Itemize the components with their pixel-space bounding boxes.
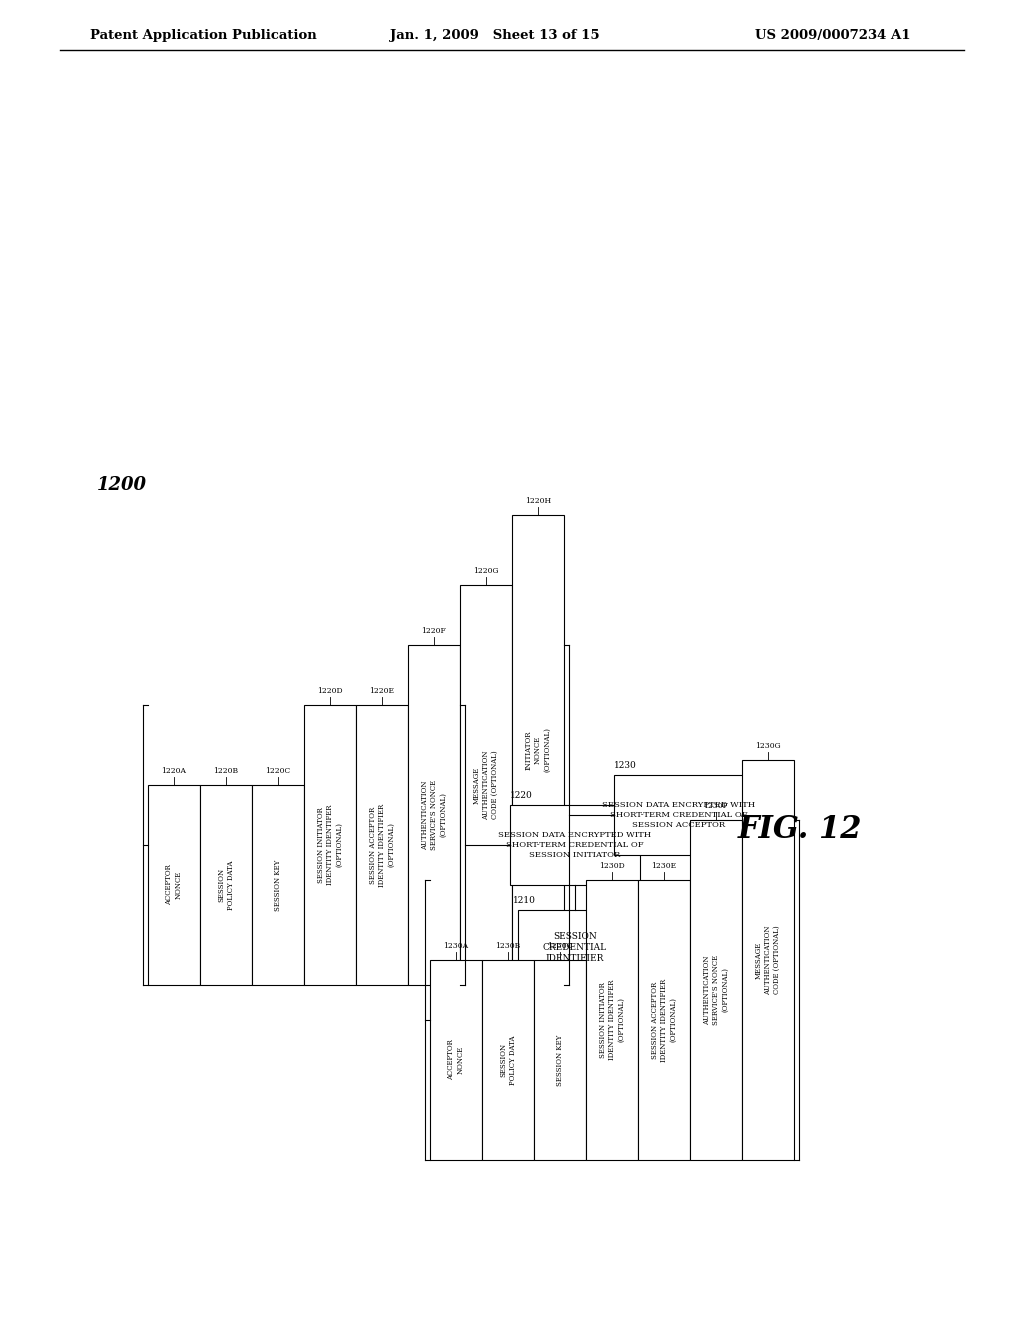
Text: 1220F: 1220F — [422, 627, 446, 635]
Text: SESSION
POLICY DATA: SESSION POLICY DATA — [500, 1035, 516, 1085]
Bar — [512, 515, 564, 985]
Text: Jan. 1, 2009   Sheet 13 of 15: Jan. 1, 2009 Sheet 13 of 15 — [390, 29, 600, 41]
Text: SESSION
POLICY DATA: SESSION POLICY DATA — [217, 861, 234, 909]
Bar — [304, 705, 356, 985]
Text: AUTHENTICATION
SERVICE'S NONCE
(OPTIONAL): AUTHENTICATION SERVICE'S NONCE (OPTIONAL… — [421, 780, 447, 850]
Bar — [356, 705, 408, 985]
Text: SESSION KEY: SESSION KEY — [274, 859, 282, 911]
Text: SESSION INITIATOR
IDENTITY IDENTIFER
(OPTIONAL): SESSION INITIATOR IDENTITY IDENTIFER (OP… — [599, 979, 626, 1060]
Text: SESSION
CREDENTIAL
IDENTIFIER: SESSION CREDENTIAL IDENTIFIER — [543, 932, 607, 964]
Text: US 2009/0007234 A1: US 2009/0007234 A1 — [755, 29, 910, 41]
Bar — [148, 785, 200, 985]
Bar — [534, 960, 586, 1160]
Bar — [614, 775, 744, 855]
Bar — [742, 760, 794, 1160]
Bar — [430, 960, 482, 1160]
Text: FIG. 12: FIG. 12 — [737, 814, 862, 846]
Text: MESSAGE
AUTHENTICATION
CODE (OPTIONAL): MESSAGE AUTHENTICATION CODE (OPTIONAL) — [473, 750, 500, 820]
Bar — [482, 960, 534, 1160]
Text: 1220C: 1220C — [265, 767, 291, 775]
Bar — [200, 785, 252, 985]
Text: SESSION KEY: SESSION KEY — [556, 1035, 564, 1085]
Text: 1230A: 1230A — [443, 942, 469, 950]
Bar — [517, 909, 633, 985]
Bar — [638, 880, 690, 1160]
Text: Patent Application Publication: Patent Application Publication — [90, 29, 316, 41]
Text: 1220G: 1220G — [473, 568, 499, 576]
Text: 1200: 1200 — [97, 477, 147, 494]
Text: SESSION ACCEPTOR
IDENTITY IDENTIFIER
(OPTIONAL): SESSION ACCEPTOR IDENTITY IDENTIFIER (OP… — [651, 978, 677, 1061]
Text: 1220H: 1220H — [525, 498, 551, 506]
Bar — [408, 645, 460, 985]
Bar — [510, 805, 640, 884]
Text: AUTHENTICATION
SERVICE'S NONCE
(OPTIONAL): AUTHENTICATION SERVICE'S NONCE (OPTIONAL… — [702, 954, 729, 1026]
Text: 1220: 1220 — [510, 791, 532, 800]
Text: 1230F: 1230F — [703, 803, 728, 810]
Bar — [690, 820, 742, 1160]
Text: SESSION ACCEPTOR
IDENTITY IDENTIFIER
(OPTIONAL): SESSION ACCEPTOR IDENTITY IDENTIFIER (OP… — [369, 804, 395, 887]
Text: SESSION INITIATOR
IDENTITY IDENTIFER
(OPTIONAL): SESSION INITIATOR IDENTITY IDENTIFER (OP… — [316, 805, 343, 886]
Text: 1220E: 1220E — [370, 686, 394, 696]
Text: INITIATOR
NONCE
(OPTIONAL): INITIATOR NONCE (OPTIONAL) — [524, 727, 551, 772]
Text: SESSION DATA ENCRYPTED WITH
SHORT-TERM CREDENTIAL OF
SESSION INITIATOR: SESSION DATA ENCRYPTED WITH SHORT-TERM C… — [499, 832, 651, 859]
Text: ACCEPTOR
NONCE: ACCEPTOR NONCE — [447, 1040, 465, 1081]
Text: 1230: 1230 — [614, 762, 637, 770]
Text: SESSION DATA ENCRYPTED WITH
SHORT-TERM CREDENTIAL OF
SESSION ACCEPTOR: SESSION DATA ENCRYPTED WITH SHORT-TERM C… — [602, 801, 756, 829]
Text: ACCEPTOR
NONCE: ACCEPTOR NONCE — [166, 865, 182, 906]
Text: 1220B: 1220B — [213, 767, 239, 775]
Bar — [460, 585, 512, 985]
Text: 1230E: 1230E — [651, 862, 677, 870]
Text: 1210: 1210 — [512, 896, 536, 906]
Bar — [252, 785, 304, 985]
Text: 1220D: 1220D — [317, 686, 343, 696]
Text: 1230C: 1230C — [547, 942, 572, 950]
Text: 1230D: 1230D — [599, 862, 625, 870]
Text: 1230B: 1230B — [496, 942, 520, 950]
Text: 1220A: 1220A — [162, 767, 186, 775]
Text: 1230G: 1230G — [755, 742, 781, 750]
Bar — [586, 880, 638, 1160]
Text: MESSAGE
AUTHENTICATION
CODE (OPTIONAL): MESSAGE AUTHENTICATION CODE (OPTIONAL) — [755, 925, 781, 995]
